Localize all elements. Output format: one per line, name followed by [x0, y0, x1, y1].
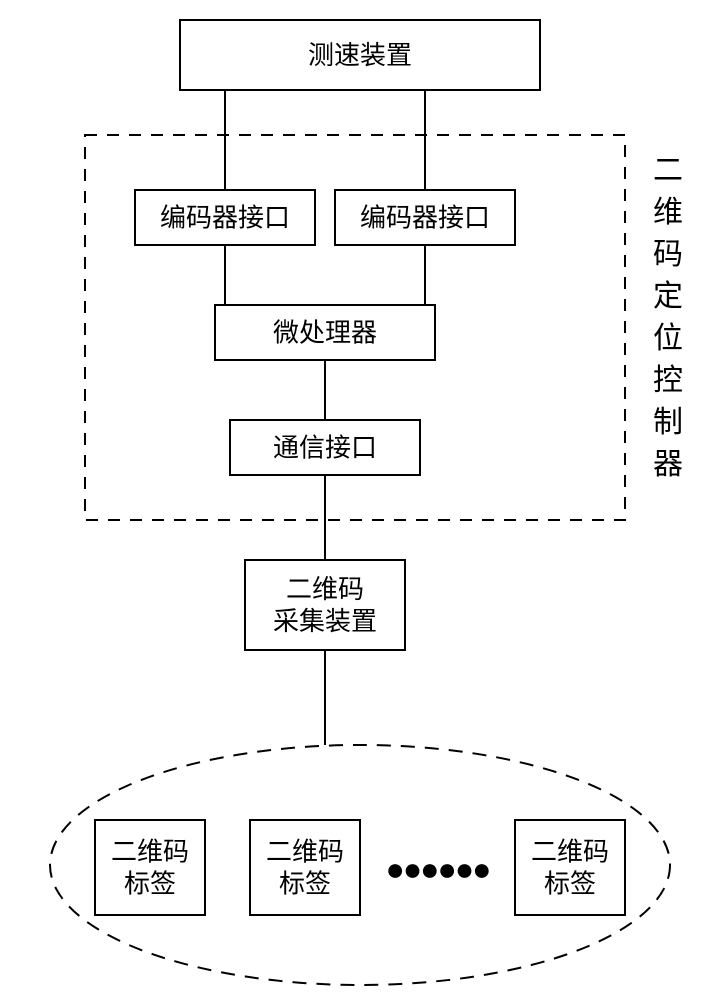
comm-interface-box: 通信接口: [230, 420, 420, 475]
svg-text:测速装置: 测速装置: [308, 40, 412, 70]
svg-text:二维码: 二维码: [266, 836, 344, 866]
svg-text:定: 定: [653, 280, 683, 313]
ellipsis-dots: ●●●●●●: [386, 851, 490, 887]
encoder-interface-box-2: 编码器接口: [335, 190, 515, 245]
microprocessor-box: 微处理器: [215, 305, 435, 360]
qr-tag-box-1: 二维码标签: [95, 820, 205, 915]
qr-tag-box-2: 二维码标签: [250, 820, 360, 915]
svg-text:制: 制: [653, 406, 683, 439]
qr-collector-box: 二维码采集装置: [245, 560, 405, 650]
svg-text:标签: 标签: [279, 868, 331, 898]
speed-device-box: 测速装置: [180, 20, 540, 90]
svg-text:维: 维: [653, 196, 683, 229]
svg-text:标签: 标签: [124, 868, 176, 898]
svg-text:通信接口: 通信接口: [273, 432, 377, 462]
svg-text:二维码: 二维码: [531, 836, 609, 866]
svg-text:二维码: 二维码: [111, 836, 189, 866]
svg-text:编码器接口: 编码器接口: [360, 202, 490, 232]
qr-tag-box-3: 二维码标签: [515, 820, 625, 915]
svg-text:控: 控: [653, 364, 683, 397]
svg-text:微处理器: 微处理器: [273, 317, 377, 347]
svg-text:标签: 标签: [544, 868, 596, 898]
svg-text:编码器接口: 编码器接口: [160, 202, 290, 232]
svg-text:采集装置: 采集装置: [273, 606, 377, 636]
svg-text:码: 码: [653, 238, 683, 271]
encoder-interface-box-1: 编码器接口: [135, 190, 315, 245]
controller-label-vertical: 二维码定位控制器: [653, 154, 683, 481]
svg-text:二维码: 二维码: [286, 574, 364, 604]
svg-text:器: 器: [653, 448, 683, 481]
diagram-canvas: 二维码定位控制器 测速装置 编码器接口 编码器接口 微处理器 通信接口 二维码采…: [0, 0, 721, 1000]
svg-text:位: 位: [653, 322, 683, 355]
svg-text:二: 二: [653, 154, 683, 187]
